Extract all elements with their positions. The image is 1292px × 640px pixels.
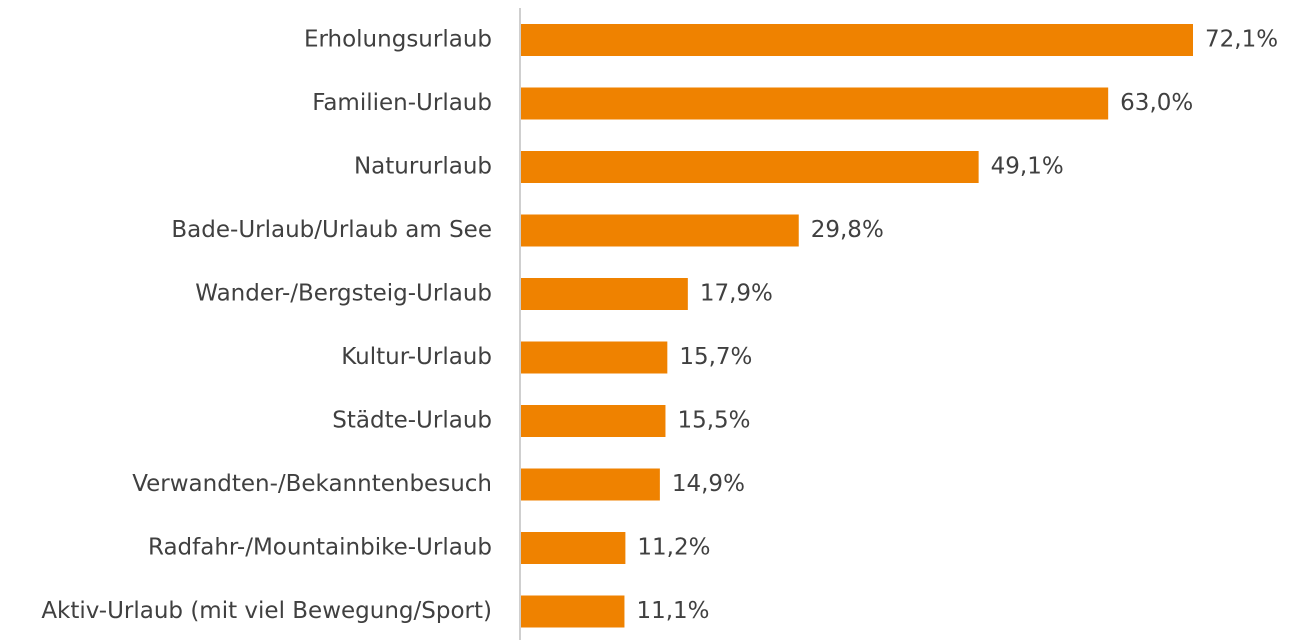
bar xyxy=(521,532,626,564)
category-label: Erholungsurlaub xyxy=(304,27,492,53)
category-label: Familien-Urlaub xyxy=(312,90,492,116)
bar xyxy=(521,24,1193,56)
value-label: 15,7% xyxy=(679,344,752,370)
bar xyxy=(521,595,625,628)
value-label: 15,5% xyxy=(677,408,750,434)
category-label: Aktiv-Urlaub (mit viel Bewegung/Sport) xyxy=(41,598,492,624)
category-label: Städte-Urlaub xyxy=(332,408,492,434)
bar xyxy=(521,405,666,437)
bar xyxy=(521,341,668,374)
value-label: 72,1% xyxy=(1205,27,1278,53)
value-label: 14,9% xyxy=(672,471,745,497)
category-label: Kultur-Urlaub xyxy=(341,344,492,370)
value-label: 11,2% xyxy=(637,535,710,561)
bar xyxy=(521,87,1109,120)
value-label: 17,9% xyxy=(700,281,773,307)
category-label: Radfahr-/Mountainbike-Urlaub xyxy=(148,535,492,561)
bar xyxy=(521,214,799,247)
category-label: Wander-/Bergsteig-Urlaub xyxy=(195,281,492,307)
value-label: 49,1% xyxy=(991,154,1064,180)
category-label: Verwandten-/Bekanntenbesuch xyxy=(132,471,492,497)
value-label: 11,1% xyxy=(636,598,709,624)
category-label: Natururlaub xyxy=(354,154,492,180)
value-label: 63,0% xyxy=(1120,90,1193,116)
bar xyxy=(521,151,979,183)
bar xyxy=(521,468,660,501)
value-label: 29,8% xyxy=(811,217,884,243)
bar xyxy=(521,278,688,310)
category-label: Bade-Urlaub/Urlaub am See xyxy=(171,217,492,243)
